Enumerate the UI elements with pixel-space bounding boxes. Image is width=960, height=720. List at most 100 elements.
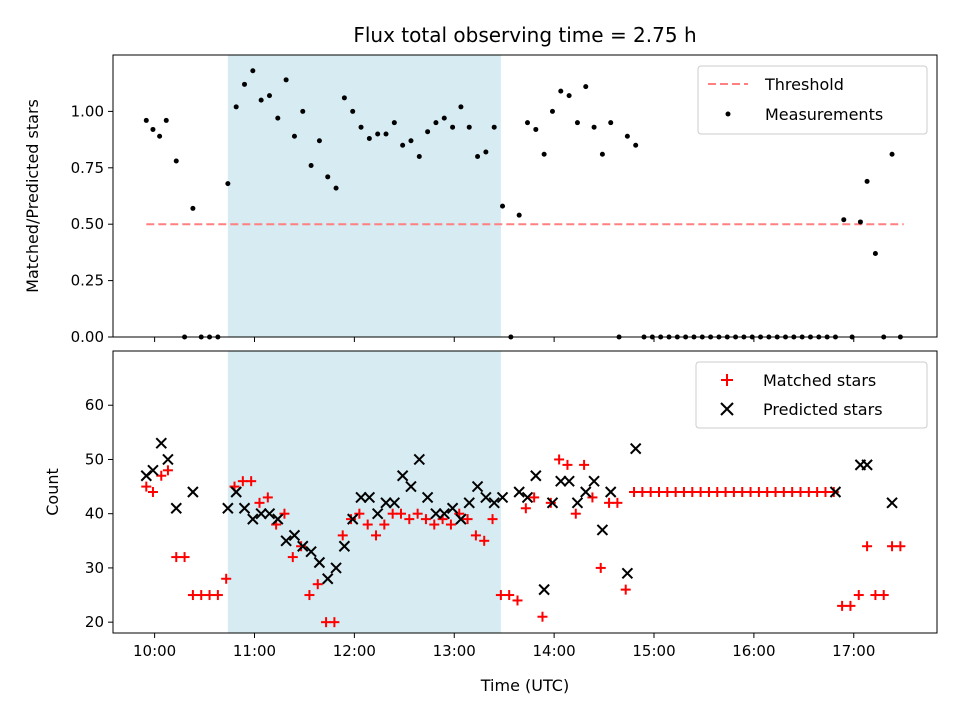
measurement-point <box>889 151 895 157</box>
measurement-point <box>190 205 196 211</box>
legend-matched-label: Matched stars <box>763 371 876 390</box>
measurement-point <box>316 138 322 144</box>
matched-star-point <box>296 541 307 552</box>
matched-star-point <box>853 590 864 601</box>
bottom-panel: 20 30 40 50 60 10:00 11:00 12:00 13:00 14:00 15:0… <box>43 350 938 695</box>
measurement-point <box>266 93 272 99</box>
predicted-star-point <box>230 486 242 498</box>
measurement-point <box>524 120 530 126</box>
y-tick-label: 50 <box>85 450 104 468</box>
predicted-star-point <box>288 529 301 542</box>
top-y-ticks: 0.00 0.25 0.50 0.75 1.00 <box>71 102 113 346</box>
predicted-star-point <box>305 545 317 558</box>
measurement-point <box>143 117 149 123</box>
measurement-point <box>483 149 489 155</box>
predicted-star-point <box>621 567 634 580</box>
measurement-point <box>574 120 580 126</box>
matched-star-point <box>420 514 431 525</box>
measurement-point <box>325 174 331 180</box>
y-tick-label: 20 <box>85 613 104 631</box>
matched-star-point <box>895 541 906 552</box>
predicted-star-point <box>313 556 326 569</box>
measurement-point <box>566 93 572 99</box>
matched-star-point <box>554 454 565 465</box>
measurement-point <box>258 97 264 103</box>
y-tick-label: 30 <box>85 559 104 577</box>
matched-star-point <box>337 530 348 541</box>
bottom-y-axis-label: Count <box>43 468 62 516</box>
measurement-point <box>608 120 614 126</box>
predicted-star-point <box>605 486 617 498</box>
matched-star-point <box>479 535 490 546</box>
measurement-point <box>366 135 372 141</box>
measurement-point <box>383 131 389 137</box>
measurement-point <box>491 124 497 130</box>
x-tick-label: 16:00 <box>732 642 775 660</box>
measurement-point <box>163 117 169 123</box>
predicted-star-point <box>480 491 492 504</box>
measurement-point <box>458 104 464 110</box>
matched-star-point <box>587 492 598 503</box>
predicted-star-point <box>446 502 459 514</box>
predicted-star-point <box>430 507 442 520</box>
matched-star-point <box>562 459 573 470</box>
measurement-point <box>425 129 431 135</box>
predicted-star-point <box>380 497 392 509</box>
matched-star-point <box>612 497 623 508</box>
top-axes-frame <box>112 54 938 338</box>
matched-star-point <box>379 519 390 530</box>
matched-star-point <box>445 519 456 530</box>
matched-star-point <box>487 514 498 525</box>
legend-threshold-label: Threshold <box>764 75 844 94</box>
bottom-y-ticks: 20 30 40 50 60 <box>85 396 113 631</box>
matched-star-point <box>279 508 290 519</box>
top-shaded-span <box>227 55 501 337</box>
measurement-point <box>408 138 414 144</box>
matched-star-point <box>147 487 158 497</box>
predicted-star-point <box>347 513 359 525</box>
matched-star-point <box>470 530 481 541</box>
matched-star-point <box>141 481 152 492</box>
matched-star-point <box>304 590 315 601</box>
predicted-star-point <box>405 480 417 493</box>
predicted-star-point <box>297 540 309 552</box>
predicted-star-point <box>272 513 284 525</box>
y-tick-label: 40 <box>85 505 104 523</box>
top-x-ticks <box>154 337 855 342</box>
measurement-point <box>225 181 231 187</box>
matched-star-point <box>429 519 440 530</box>
matched-star-point <box>354 508 365 519</box>
predicted-star-point <box>538 583 550 596</box>
matched-star-point <box>529 492 540 503</box>
measurement-point <box>341 95 347 101</box>
measurement-point <box>533 126 539 132</box>
matched-star-point <box>878 590 889 601</box>
predicted-star-point <box>471 480 484 493</box>
matched-star-point <box>462 514 473 525</box>
legend-matched-swatch <box>721 374 733 386</box>
matched-star-point <box>620 584 631 595</box>
predicted-star-point <box>421 491 434 504</box>
measurement-point <box>516 212 522 218</box>
predicted-star-point <box>255 507 267 520</box>
predicted-star-point <box>322 573 334 585</box>
x-tick-label: 13:00 <box>433 642 476 660</box>
matched-star-point <box>520 503 531 514</box>
predicted-star-point <box>455 513 467 525</box>
predicted-star-point <box>147 464 159 477</box>
predicted-star-point <box>355 491 367 504</box>
measurement-point <box>633 142 639 148</box>
matched-star-point <box>545 497 556 508</box>
x-tick-label: 15:00 <box>632 642 675 660</box>
measurement-point <box>500 203 506 209</box>
predicted-star-points <box>140 361 898 596</box>
y-tick-label: 0.25 <box>71 272 104 290</box>
matched-star-point <box>262 492 273 503</box>
top-y-axis-label: Matched/Predicted stars <box>23 99 42 293</box>
measurement-point <box>416 154 422 160</box>
measurement-point <box>400 142 406 148</box>
x-axis-label: Time (UTC) <box>480 676 569 695</box>
measurement-point <box>591 124 597 130</box>
matched-star-point <box>579 459 590 470</box>
predicted-star-point <box>247 513 259 525</box>
